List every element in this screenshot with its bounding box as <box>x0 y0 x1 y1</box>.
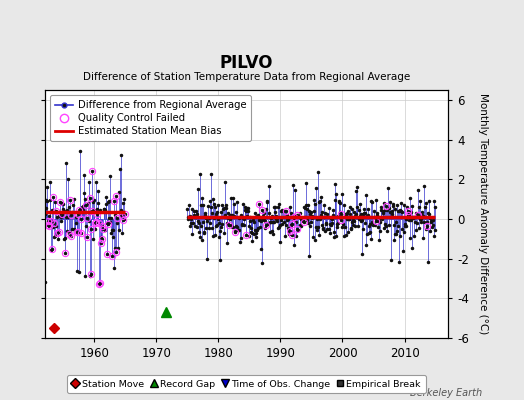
Text: Difference of Station Temperature Data from Regional Average: Difference of Station Temperature Data f… <box>83 72 410 82</box>
Text: PILVO: PILVO <box>220 54 273 72</box>
Legend: Difference from Regional Average, Quality Control Failed, Estimated Station Mean: Difference from Regional Average, Qualit… <box>50 95 251 141</box>
Text: Berkeley Earth: Berkeley Earth <box>410 388 482 398</box>
Legend: Station Move, Record Gap, Time of Obs. Change, Empirical Break: Station Move, Record Gap, Time of Obs. C… <box>67 375 425 393</box>
Y-axis label: Monthly Temperature Anomaly Difference (°C): Monthly Temperature Anomaly Difference (… <box>478 93 488 335</box>
